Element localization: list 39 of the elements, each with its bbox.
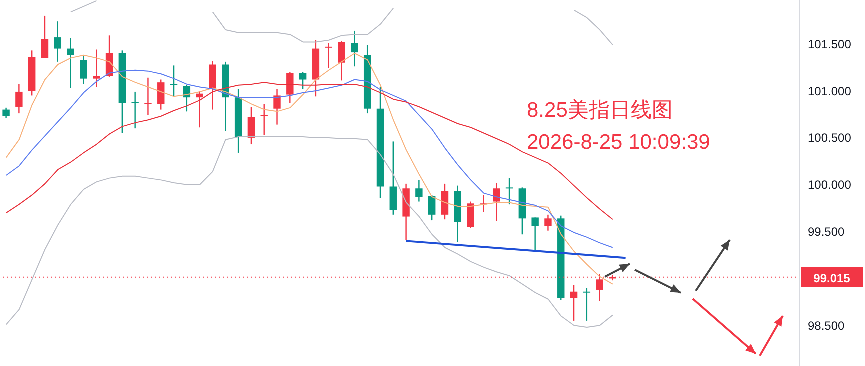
y-tick-label: 100.000 bbox=[808, 178, 852, 192]
candlestick bbox=[132, 91, 139, 130]
candlestick bbox=[325, 42, 332, 70]
candlestick bbox=[532, 217, 539, 252]
candlestick bbox=[54, 20, 62, 63]
candlestick bbox=[170, 65, 178, 98]
candlestick bbox=[467, 201, 474, 229]
candlestick bbox=[506, 178, 514, 206]
candlestick bbox=[274, 88, 281, 126]
y-tick-label: 101.500 bbox=[808, 37, 852, 52]
text: 2026-8-25 10:09:39 bbox=[527, 130, 710, 156]
y-tick-label: 99.500 bbox=[808, 225, 846, 240]
candlestick bbox=[570, 284, 578, 322]
candlestick bbox=[2, 107, 10, 119]
candlestick bbox=[80, 54, 88, 86]
candlestick bbox=[248, 106, 256, 146]
candlestick bbox=[260, 104, 268, 136]
candlestick bbox=[144, 77, 152, 116]
candlestick bbox=[299, 72, 307, 90]
candlestick bbox=[544, 214, 552, 232]
y-tick-label: 101.000 bbox=[808, 84, 852, 98]
candlestick bbox=[583, 288, 591, 322]
candlestick bbox=[158, 79, 165, 110]
candlestick bbox=[196, 90, 204, 128]
candlestick bbox=[351, 30, 358, 68]
y-tick-label: 98.500 bbox=[808, 318, 846, 333]
candlestick bbox=[16, 84, 23, 114]
text: 8.25美指日线图 bbox=[527, 98, 674, 124]
candlestick bbox=[493, 182, 500, 222]
y-tick-label: 100.500 bbox=[808, 131, 852, 146]
candlestick bbox=[428, 194, 436, 222]
candlestick bbox=[93, 49, 100, 88]
ref-line-label: 99.015 bbox=[814, 271, 851, 286]
candlestick bbox=[67, 38, 74, 89]
candlestick bbox=[390, 141, 397, 216]
candlestick bbox=[441, 183, 449, 220]
candlestick bbox=[41, 15, 49, 59]
candlestick bbox=[416, 180, 423, 202]
candlestick bbox=[338, 40, 346, 82]
